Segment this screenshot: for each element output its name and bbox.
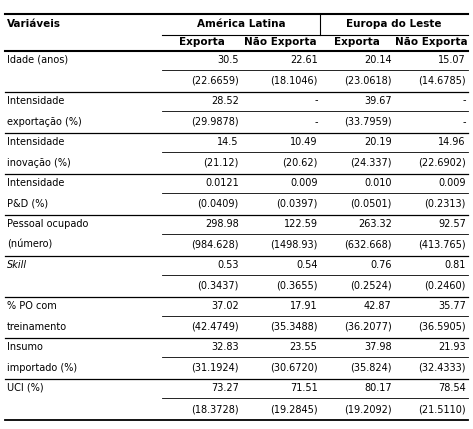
Text: 21.93: 21.93 [438, 341, 466, 352]
Text: 22.61: 22.61 [290, 54, 318, 64]
Text: (21.12): (21.12) [203, 158, 239, 168]
Text: 263.32: 263.32 [358, 219, 392, 229]
Text: (0.0397): (0.0397) [276, 199, 318, 209]
Text: (33.7959): (33.7959) [344, 117, 392, 127]
Text: 0.009: 0.009 [438, 178, 466, 187]
Text: (30.6720): (30.6720) [270, 363, 318, 373]
Text: Insumo: Insumo [7, 341, 43, 352]
Text: 73.27: 73.27 [211, 383, 239, 393]
Text: (19.2092): (19.2092) [344, 404, 392, 414]
Text: (21.5110): (21.5110) [418, 404, 466, 414]
Text: (0.2524): (0.2524) [350, 281, 392, 291]
Text: (22.6659): (22.6659) [191, 76, 239, 86]
Text: (14.6785): (14.6785) [418, 76, 466, 86]
Text: 80.17: 80.17 [364, 383, 392, 393]
Text: 14.5: 14.5 [217, 136, 239, 147]
Text: (29.9878): (29.9878) [191, 117, 239, 127]
Text: 28.52: 28.52 [211, 96, 239, 106]
Text: (23.0618): (23.0618) [344, 76, 392, 86]
Text: 20.14: 20.14 [364, 54, 392, 64]
Text: Não Exporta: Não Exporta [244, 37, 317, 47]
Text: -: - [463, 96, 466, 106]
Text: 42.87: 42.87 [364, 301, 392, 311]
Text: 71.51: 71.51 [290, 383, 318, 393]
Text: 23.55: 23.55 [290, 341, 318, 352]
Text: Variáveis: Variáveis [7, 19, 61, 30]
Text: 298.98: 298.98 [205, 219, 239, 229]
Text: 78.54: 78.54 [438, 383, 466, 393]
Text: (número): (número) [7, 240, 53, 250]
Text: 37.02: 37.02 [211, 301, 239, 311]
Text: (18.1046): (18.1046) [270, 76, 318, 86]
Text: importado (%): importado (%) [7, 363, 77, 373]
Text: Intensidade: Intensidade [7, 96, 64, 106]
Text: (20.62): (20.62) [282, 158, 318, 168]
Text: 30.5: 30.5 [217, 54, 239, 64]
Text: 20.19: 20.19 [364, 136, 392, 147]
Text: (1498.93): (1498.93) [270, 240, 318, 250]
Text: Exporta: Exporta [179, 37, 225, 47]
Text: 10.49: 10.49 [290, 136, 318, 147]
Text: 0.76: 0.76 [370, 260, 392, 270]
Text: (984.628): (984.628) [191, 240, 239, 250]
Text: (0.2313): (0.2313) [425, 199, 466, 209]
Text: (18.3728): (18.3728) [191, 404, 239, 414]
Text: treinamento: treinamento [7, 322, 67, 332]
Text: 14.96: 14.96 [438, 136, 466, 147]
Text: Intensidade: Intensidade [7, 136, 64, 147]
Text: (36.5905): (36.5905) [418, 322, 466, 332]
Text: (413.765): (413.765) [418, 240, 466, 250]
Text: Exporta: Exporta [334, 37, 380, 47]
Text: (42.4749): (42.4749) [191, 322, 239, 332]
Text: (24.337): (24.337) [350, 158, 392, 168]
Text: (0.3437): (0.3437) [197, 281, 239, 291]
Text: (632.668): (632.668) [344, 240, 392, 250]
Text: (31.1924): (31.1924) [191, 363, 239, 373]
Text: Skill: Skill [7, 260, 27, 270]
Text: 17.91: 17.91 [290, 301, 318, 311]
Text: % PO com: % PO com [7, 301, 57, 311]
Text: Não Exporta: Não Exporta [395, 37, 467, 47]
Text: 0.009: 0.009 [290, 178, 318, 187]
Text: (36.2077): (36.2077) [344, 322, 392, 332]
Text: 39.67: 39.67 [364, 96, 392, 106]
Text: 0.81: 0.81 [445, 260, 466, 270]
Text: América Latina: América Latina [197, 19, 285, 30]
Text: (35.824): (35.824) [350, 363, 392, 373]
Text: 0.54: 0.54 [296, 260, 318, 270]
Text: -: - [314, 117, 318, 127]
Text: (32.4333): (32.4333) [419, 363, 466, 373]
Text: 37.98: 37.98 [364, 341, 392, 352]
Text: Pessoal ocupado: Pessoal ocupado [7, 219, 88, 229]
Text: 32.83: 32.83 [211, 341, 239, 352]
Text: (0.0501): (0.0501) [350, 199, 392, 209]
Text: Idade (anos): Idade (anos) [7, 54, 68, 64]
Text: inovação (%): inovação (%) [7, 158, 71, 168]
Text: Intensidade: Intensidade [7, 178, 64, 187]
Text: (35.3488): (35.3488) [270, 322, 318, 332]
Text: 0.0121: 0.0121 [205, 178, 239, 187]
Text: exportação (%): exportação (%) [7, 117, 82, 127]
Text: (0.2460): (0.2460) [425, 281, 466, 291]
Text: 0.010: 0.010 [364, 178, 392, 187]
Text: Europa do Leste: Europa do Leste [346, 19, 442, 30]
Text: P&D (%): P&D (%) [7, 199, 48, 209]
Text: -: - [314, 96, 318, 106]
Text: (19.2845): (19.2845) [270, 404, 318, 414]
Text: (0.3655): (0.3655) [276, 281, 318, 291]
Text: 122.59: 122.59 [284, 219, 318, 229]
Text: 92.57: 92.57 [438, 219, 466, 229]
Text: UCI (%): UCI (%) [7, 383, 44, 393]
Text: (0.0409): (0.0409) [198, 199, 239, 209]
Text: (22.6902): (22.6902) [418, 158, 466, 168]
Text: -: - [463, 117, 466, 127]
Text: 0.53: 0.53 [217, 260, 239, 270]
Text: 15.07: 15.07 [438, 54, 466, 64]
Text: 35.77: 35.77 [438, 301, 466, 311]
